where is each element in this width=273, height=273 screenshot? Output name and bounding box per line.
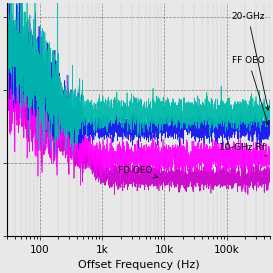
Text: FF OEO: FF OEO	[232, 57, 269, 124]
Text: FD OEO: FD OEO	[117, 166, 158, 178]
Text: 10-GHz Rf: 10-GHz Rf	[219, 143, 266, 156]
Text: 20-GHz: 20-GHz	[232, 12, 269, 110]
X-axis label: Offset Frequency (Hz): Offset Frequency (Hz)	[78, 260, 199, 270]
